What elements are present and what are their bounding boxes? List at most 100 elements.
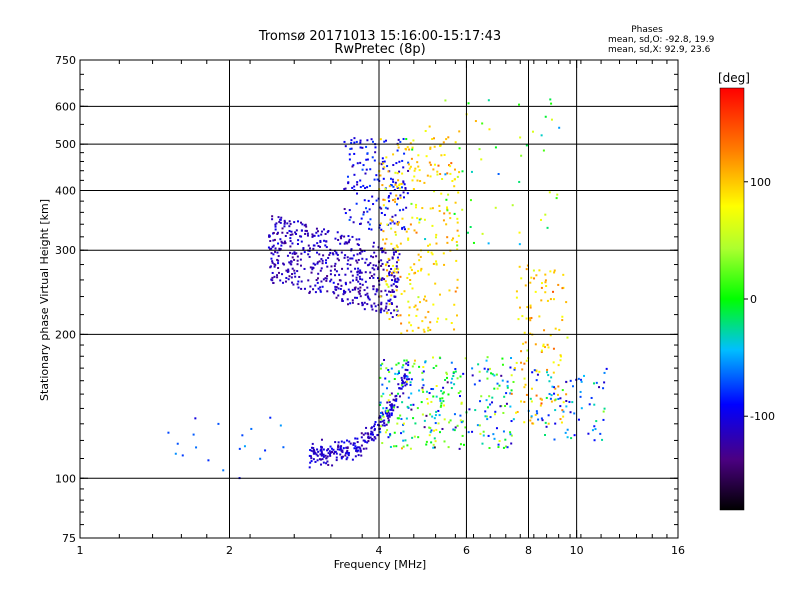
data-point — [354, 286, 357, 289]
data-point — [522, 342, 525, 345]
data-point — [408, 306, 411, 309]
data-point — [453, 429, 456, 432]
data-point — [371, 308, 374, 311]
data-point — [535, 379, 538, 382]
data-point — [280, 244, 283, 247]
data-point — [518, 306, 521, 309]
data-point — [401, 385, 404, 388]
data-point — [396, 422, 399, 425]
data-point — [407, 396, 410, 399]
data-point — [388, 272, 391, 275]
data-point — [446, 381, 449, 384]
data-point — [404, 147, 407, 150]
data-point — [544, 291, 547, 294]
data-point — [382, 268, 385, 271]
data-point — [389, 192, 392, 195]
data-point — [273, 238, 276, 241]
data-point — [388, 200, 391, 203]
data-point — [300, 280, 303, 283]
data-point — [525, 268, 528, 271]
data-point — [417, 165, 420, 168]
data-point — [553, 392, 556, 395]
data-point — [391, 289, 394, 292]
data-point — [525, 393, 528, 396]
data-point — [390, 414, 393, 417]
data-point — [469, 199, 472, 202]
data-point — [401, 401, 404, 404]
data-point — [429, 146, 432, 149]
data-point — [386, 223, 389, 226]
data-point — [520, 400, 523, 403]
data-point — [509, 366, 512, 369]
data-point — [432, 303, 435, 306]
data-point — [425, 414, 428, 417]
data-point — [494, 146, 497, 149]
data-point — [391, 316, 394, 319]
data-point — [427, 273, 430, 276]
data-point — [393, 309, 396, 312]
data-point — [389, 404, 392, 407]
data-point — [562, 415, 565, 418]
data-point — [308, 290, 311, 293]
data-point — [360, 436, 363, 439]
data-point — [397, 417, 400, 420]
data-point — [366, 303, 369, 306]
data-point — [291, 281, 294, 284]
data-point — [270, 257, 273, 260]
data-point — [420, 267, 423, 270]
data-point — [380, 290, 383, 293]
data-point — [427, 244, 430, 247]
data-point — [441, 392, 444, 395]
data-point — [388, 185, 391, 188]
data-point — [334, 441, 337, 444]
data-point — [382, 230, 385, 233]
data-point — [510, 434, 513, 437]
data-point — [390, 242, 393, 245]
data-point — [375, 174, 378, 177]
data-point — [381, 157, 384, 160]
data-point — [353, 141, 356, 144]
data-point — [337, 283, 340, 286]
data-point — [486, 406, 489, 409]
data-point — [418, 221, 421, 224]
data-point — [566, 336, 569, 339]
data-point — [407, 238, 410, 241]
y-tick-label: 600 — [55, 100, 76, 113]
data-point — [405, 359, 408, 362]
data-point — [523, 400, 526, 403]
data-point — [447, 393, 450, 396]
data-point — [370, 274, 373, 277]
data-point — [393, 222, 396, 225]
y-tick-label: 500 — [55, 138, 76, 151]
data-point — [603, 407, 606, 410]
data-point — [274, 250, 277, 253]
data-point — [557, 364, 560, 367]
data-point — [396, 406, 399, 409]
data-point — [515, 290, 518, 293]
data-point — [391, 256, 394, 259]
x-tick-label: 4 — [376, 544, 383, 557]
data-point — [312, 452, 315, 455]
data-point — [277, 216, 280, 219]
data-point — [366, 432, 369, 435]
data-point — [468, 408, 471, 411]
data-point — [388, 195, 391, 198]
data-point — [425, 390, 428, 393]
data-point — [395, 194, 398, 197]
data-point — [279, 248, 282, 251]
data-point — [271, 245, 274, 248]
data-point — [365, 158, 368, 161]
data-point — [526, 349, 529, 352]
data-point — [402, 166, 405, 169]
data-point — [392, 290, 395, 293]
data-point — [552, 371, 555, 374]
data-point — [428, 434, 431, 437]
data-point — [381, 411, 384, 414]
data-point — [345, 458, 348, 461]
data-point — [407, 163, 410, 166]
data-point — [300, 221, 303, 224]
data-point — [319, 289, 322, 292]
data-point — [338, 273, 341, 276]
data-point — [414, 206, 417, 209]
data-point — [358, 275, 361, 278]
